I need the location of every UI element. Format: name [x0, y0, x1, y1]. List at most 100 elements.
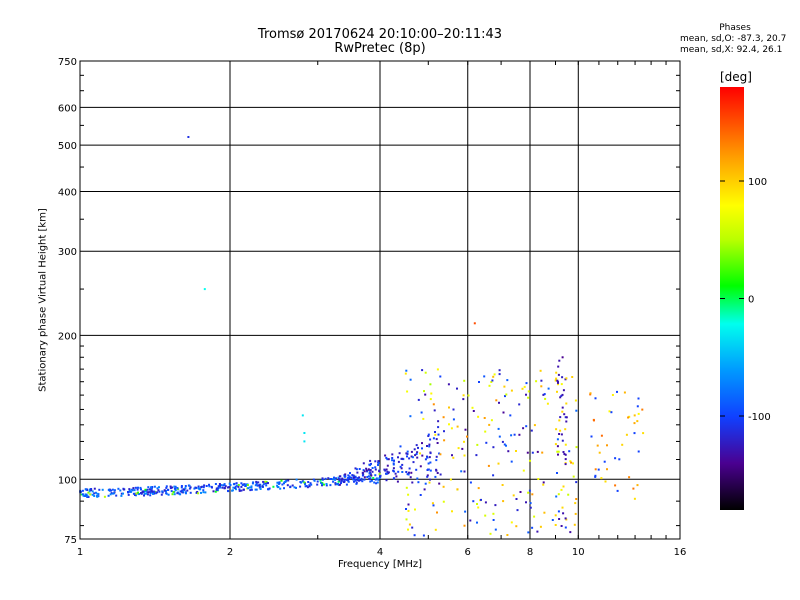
- data-point: [87, 491, 90, 494]
- data-point: [489, 532, 492, 535]
- data-point: [97, 495, 100, 498]
- data-point: [541, 451, 544, 454]
- data-point: [286, 484, 289, 487]
- data-point: [101, 488, 104, 491]
- data-point: [525, 501, 527, 504]
- data-point: [340, 480, 343, 483]
- data-point: [618, 458, 621, 461]
- data-point: [429, 438, 432, 441]
- data-point: [505, 393, 508, 396]
- data-point: [563, 453, 566, 455]
- data-point: [143, 494, 145, 497]
- data-point: [560, 525, 563, 527]
- data-point: [348, 476, 351, 479]
- data-point: [379, 474, 382, 477]
- data-point: [510, 434, 513, 437]
- data-point: [408, 457, 411, 460]
- data-point: [501, 440, 504, 443]
- data-point: [374, 468, 377, 471]
- data-point: [399, 465, 402, 468]
- data-point: [438, 482, 441, 485]
- data-point: [628, 476, 631, 479]
- data-point: [276, 486, 279, 488]
- data-point: [492, 446, 495, 449]
- data-point: [350, 476, 353, 479]
- data-point: [426, 455, 428, 458]
- chart-subtitle: RwPretec (8p): [334, 41, 426, 56]
- data-point: [573, 523, 576, 526]
- data-point: [527, 491, 530, 494]
- data-point: [135, 492, 138, 495]
- y-tick-label: 600: [58, 103, 77, 114]
- data-point: [386, 470, 389, 473]
- data-point: [469, 481, 472, 484]
- data-point: [529, 459, 531, 462]
- data-point: [295, 486, 297, 489]
- data-point: [555, 371, 558, 374]
- data-point: [633, 414, 636, 417]
- data-point: [571, 376, 574, 378]
- data-point: [215, 488, 218, 491]
- data-point: [250, 486, 253, 489]
- data-point: [562, 451, 565, 453]
- data-point: [363, 476, 366, 479]
- data-point: [522, 469, 525, 472]
- data-point: [415, 444, 418, 447]
- data-point: [627, 416, 630, 419]
- y-tick-label: 200: [58, 331, 77, 342]
- data-point: [338, 475, 341, 478]
- axis-ticks: 1 2 4 6 8 10 16 75 100 200 300 400 500 600 750: [58, 57, 686, 558]
- data-point: [281, 483, 284, 486]
- data-point: [128, 488, 131, 491]
- data-point: [410, 471, 413, 474]
- data-point: [169, 485, 172, 488]
- data-point: [439, 473, 442, 476]
- data-point: [378, 470, 381, 473]
- data-point: [202, 489, 205, 492]
- data-point: [487, 464, 490, 467]
- data-point: [633, 432, 636, 435]
- data-point: [515, 498, 518, 500]
- data-point: [449, 478, 452, 481]
- data-point: [257, 481, 260, 484]
- data-point: [117, 487, 120, 490]
- y-tick-label: 75: [64, 535, 77, 546]
- data-point: [452, 418, 455, 421]
- data-point: [423, 488, 426, 491]
- data-point: [267, 488, 269, 491]
- data-point: [483, 417, 486, 419]
- data-point: [564, 453, 567, 456]
- data-point: [216, 489, 219, 491]
- data-point: [636, 405, 639, 408]
- data-point: [332, 480, 335, 483]
- y-tick-label: 500: [58, 141, 77, 152]
- data-point: [529, 502, 532, 505]
- data-point: [183, 488, 185, 491]
- data-point: [472, 410, 475, 412]
- data-point: [406, 453, 409, 455]
- data-point: [633, 497, 636, 500]
- data-point: [407, 528, 409, 531]
- data-point: [543, 511, 546, 514]
- data-point: [343, 475, 346, 478]
- data-point: [231, 489, 234, 492]
- data-point: [606, 468, 608, 471]
- data-point: [521, 387, 524, 390]
- data-point: [91, 493, 94, 496]
- data-point: [559, 429, 562, 432]
- data-point: [200, 491, 202, 494]
- data-point: [604, 480, 607, 483]
- data-point: [506, 379, 509, 382]
- data-point: [421, 369, 424, 372]
- data-point: [461, 447, 464, 450]
- data-point: [321, 483, 324, 486]
- data-point: [215, 487, 218, 490]
- data-point: [562, 512, 565, 515]
- data-point: [594, 475, 597, 478]
- data-point: [564, 428, 567, 431]
- data-point: [494, 504, 497, 507]
- data-point: [307, 481, 310, 483]
- data-point: [353, 480, 355, 483]
- data-point: [352, 477, 355, 479]
- data-point: [158, 486, 160, 489]
